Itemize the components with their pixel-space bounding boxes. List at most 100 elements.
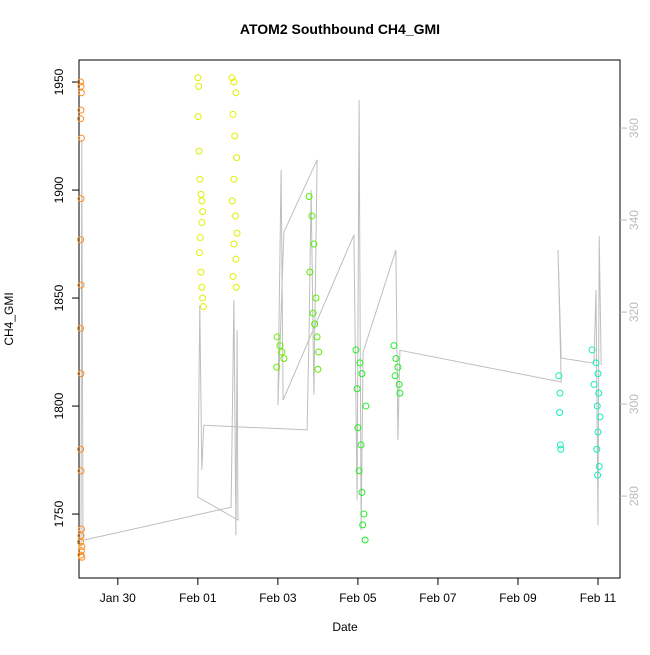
point [232, 283, 240, 291]
point [233, 154, 241, 162]
point [77, 236, 85, 244]
point [194, 74, 202, 82]
x-tick-label: Feb 11 [580, 591, 617, 605]
point [230, 175, 238, 183]
y2-tick-label: 320 [627, 302, 641, 322]
point [360, 510, 368, 518]
point [232, 255, 240, 263]
y-tick-label: 1800 [52, 392, 66, 419]
point [396, 389, 404, 397]
point [358, 370, 366, 378]
point [593, 445, 601, 453]
point [197, 190, 205, 198]
point [595, 463, 603, 471]
point [77, 467, 85, 475]
point [77, 195, 85, 203]
point [391, 372, 399, 380]
point [199, 208, 207, 216]
point [77, 445, 85, 453]
plot-box [78, 59, 621, 579]
x-tick-label: Feb 07 [419, 591, 457, 605]
point [77, 281, 85, 289]
y2-tick-label: 340 [627, 210, 641, 230]
point [77, 134, 85, 142]
x-tick-label: Feb 09 [499, 591, 537, 605]
point [556, 409, 564, 417]
point [228, 74, 236, 82]
x-tick-label: Jan 30 [100, 591, 136, 605]
y-tick-label: 1750 [52, 500, 66, 527]
point [77, 78, 85, 86]
point [311, 320, 319, 328]
point [194, 113, 202, 121]
point [362, 402, 370, 410]
point [77, 106, 85, 114]
point [278, 348, 286, 356]
point [555, 372, 563, 380]
point [594, 471, 602, 479]
point [77, 538, 85, 546]
point [355, 467, 363, 475]
point [556, 389, 564, 397]
point [309, 309, 317, 317]
point [77, 370, 85, 378]
point [232, 89, 240, 97]
point [77, 532, 85, 540]
point [273, 363, 281, 371]
point [392, 355, 400, 363]
point [310, 240, 318, 248]
x-axis-label: Date [332, 620, 358, 634]
point [77, 324, 85, 332]
point [231, 132, 239, 140]
point [199, 303, 207, 311]
line-series [80, 99, 602, 549]
y2-tick-label: 280 [627, 486, 641, 506]
y-axis-label: CH4_GMI [2, 292, 16, 345]
point [280, 355, 288, 363]
y-tick-label: 1900 [52, 176, 66, 203]
point [593, 402, 601, 410]
y-tick-label: 1850 [52, 284, 66, 311]
point [77, 525, 85, 533]
point [77, 547, 85, 555]
point [356, 359, 364, 367]
point [390, 342, 398, 350]
point [230, 240, 238, 248]
x-tick-label: Feb 05 [339, 591, 377, 605]
y-tick-label: 1950 [52, 68, 66, 95]
point [233, 229, 241, 237]
point [592, 359, 600, 367]
point [596, 413, 604, 421]
point [198, 218, 206, 226]
point [313, 333, 321, 341]
point [231, 212, 239, 220]
point [77, 82, 85, 90]
point [198, 283, 206, 291]
point [228, 197, 236, 205]
point [306, 268, 314, 276]
point [590, 380, 598, 388]
point [358, 488, 366, 496]
y2-tick-label: 360 [627, 118, 641, 138]
point [588, 346, 596, 354]
point [305, 193, 313, 201]
point [352, 346, 360, 354]
point [594, 428, 602, 436]
x-tick-label: Feb 03 [259, 591, 297, 605]
point [197, 268, 205, 276]
point [357, 441, 365, 449]
point [196, 175, 204, 183]
point [196, 234, 204, 242]
point [394, 363, 402, 371]
point [354, 424, 362, 432]
point [77, 115, 85, 123]
y2-tick-label: 300 [627, 394, 641, 414]
point [556, 441, 564, 449]
point [195, 82, 203, 90]
point [314, 365, 322, 373]
point [557, 445, 565, 453]
point [199, 294, 207, 302]
point [353, 385, 361, 393]
